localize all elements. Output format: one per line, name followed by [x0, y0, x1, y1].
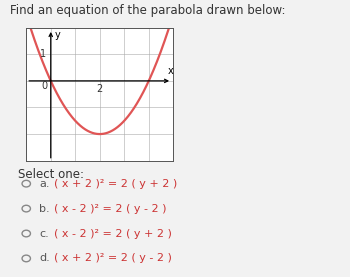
Text: 0: 0: [41, 81, 47, 91]
Text: 1: 1: [40, 49, 46, 59]
Text: ( x - 2 )² = 2 ( y - 2 ): ( x - 2 )² = 2 ( y - 2 ): [54, 204, 167, 214]
Text: x: x: [168, 66, 174, 76]
Text: ( x + 2 )² = 2 ( y + 2 ): ( x + 2 )² = 2 ( y + 2 ): [54, 179, 177, 189]
Text: a.: a.: [39, 179, 50, 189]
Text: ( x + 2 )² = 2 ( y - 2 ): ( x + 2 )² = 2 ( y - 2 ): [54, 253, 172, 263]
Text: c.: c.: [39, 229, 49, 238]
Text: y: y: [55, 30, 60, 40]
Text: ( x - 2 )² = 2 ( y + 2 ): ( x - 2 )² = 2 ( y + 2 ): [54, 229, 172, 238]
Text: d.: d.: [39, 253, 50, 263]
Text: 2: 2: [97, 84, 103, 94]
Text: Find an equation of the parabola drawn below:: Find an equation of the parabola drawn b…: [10, 4, 286, 17]
Text: Select one:: Select one:: [18, 168, 84, 181]
Text: b.: b.: [39, 204, 50, 214]
